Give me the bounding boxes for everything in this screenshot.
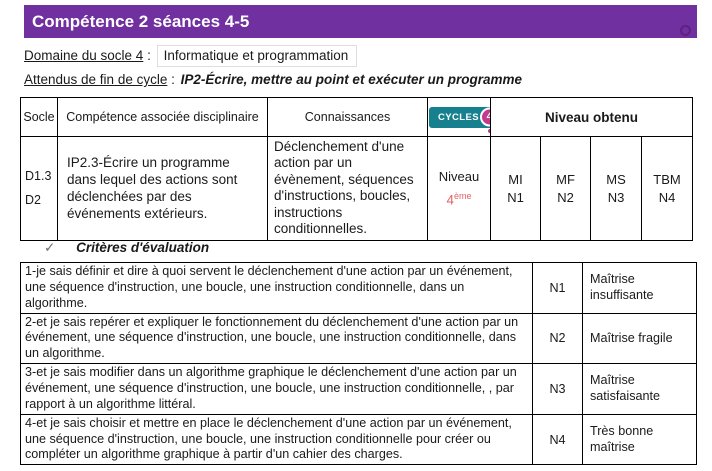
ring-icon [680, 25, 691, 36]
criteria-label: Maîtrise insuffisante [582, 262, 697, 314]
domaine-label: Domaine du socle 4 [24, 48, 144, 63]
criteria-text: 4-et je sais choisir et mettre en place … [20, 413, 533, 466]
page-title: Compétence 2 séances 4-5 [32, 12, 250, 31]
criteria-row-3: 3-et je sais modifier dans un algorithme… [20, 363, 697, 415]
criteria-label: Très bonne maîtrise [582, 413, 697, 466]
cycles-badge-number: 4 [479, 107, 490, 127]
cell-level-n4: TBM N4 [640, 136, 694, 241]
criteria-title: Critères d'évaluation [76, 240, 210, 255]
criteria-code: N4 [532, 413, 583, 466]
competence-table-data-row: D1.3 D2 IP2.3-Écrire un programme dans l… [20, 136, 694, 241]
header-niveau-obtenu: Niveau obtenu [489, 97, 694, 137]
competence-table: Socle Compétence associée disciplinaire … [20, 97, 694, 241]
domaine-separator: : [147, 48, 151, 63]
level-abbr: MF [556, 171, 575, 187]
socle-d13: D1.3 [25, 169, 52, 184]
header-cycles-cell: CYCLES 4 [427, 97, 491, 137]
niveau-grade: 4ème [429, 191, 489, 208]
criteria-text: 3-et je sais modifier dans un algorithme… [20, 363, 533, 415]
cell-level-n2: MF N2 [540, 136, 591, 241]
cycles-badge-text: CYCLES [429, 106, 490, 128]
cycles-badge: CYCLES 4 [429, 106, 490, 133]
check-icon: ✓ [44, 240, 56, 255]
criteria-row-4: 4-et je sais choisir et mettre en place … [20, 413, 697, 466]
cycles-badge-dot-icon [487, 128, 490, 133]
attendus-label: Attendus de fin de cycle [24, 72, 168, 87]
level-abbr: MS [606, 171, 626, 187]
level-abbr: TBM [653, 171, 681, 187]
level-abbr: MI [508, 171, 523, 187]
header-connaissances: Connaissances [267, 97, 428, 137]
cell-connaissances: Déclenchement d'une action par un évènem… [267, 136, 428, 241]
cell-competence: IP2.3-Écrire un programme dans lequel de… [57, 136, 268, 241]
level-code: N1 [507, 189, 524, 205]
attendus-line: Attendus de fin de cycle : IP2-Écrire, m… [24, 72, 522, 87]
criteria-code: N2 [532, 312, 583, 365]
criteria-label: Maîtrise fragile [582, 312, 697, 365]
header-competence: Compétence associée disciplinaire [57, 97, 268, 137]
attendus-separator: : [171, 72, 175, 87]
criteria-code: N3 [532, 363, 583, 415]
level-code: N3 [607, 189, 625, 205]
criteria-label: Maîtrise satisfaisante [582, 363, 697, 415]
cell-niveau: Niveau 4ème [427, 136, 491, 241]
cell-level-n3: MS N3 [590, 136, 642, 241]
cell-socle: D1.3 D2 [20, 136, 58, 241]
socle-d2: D2 [25, 193, 41, 208]
criteria-text: 1-je sais définir et dire à quoi servent… [20, 262, 533, 314]
criteria-code: N1 [532, 262, 583, 314]
attendus-value: IP2-Écrire, mettre au point et exécuter … [180, 72, 522, 87]
niveau-grade-number: 4 [446, 192, 454, 208]
domaine-line: Domaine du socle 4 : Informatique et pro… [24, 45, 358, 67]
criteria-heading: ✓ Critères d'évaluation [44, 240, 209, 256]
niveau-label: Niveau [438, 169, 480, 185]
level-code: N2 [557, 189, 574, 205]
title-banner: Compétence 2 séances 4-5 [24, 5, 697, 38]
cell-level-n1: MI N1 [490, 136, 541, 241]
criteria-row-2: 2-et je sais repérer et expliquer le fon… [20, 312, 697, 365]
header-socle: Socle [20, 97, 58, 137]
level-code: N4 [658, 189, 676, 205]
niveau-grade-suffix: ème [454, 191, 472, 202]
domaine-value: Informatique et programmation [156, 45, 358, 67]
competence-table-header-row: Socle Compétence associée disciplinaire … [20, 97, 694, 137]
criteria-text: 2-et je sais repérer et expliquer le fon… [20, 312, 533, 365]
criteria-row-1: 1-je sais définir et dire à quoi servent… [20, 262, 697, 314]
criteria-table: 1-je sais définir et dire à quoi servent… [20, 262, 697, 466]
